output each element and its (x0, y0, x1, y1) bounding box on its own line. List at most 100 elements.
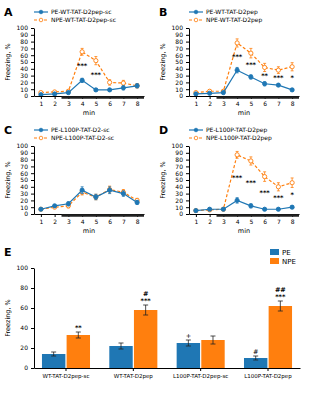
x-axis-tick-mark (55, 96, 56, 99)
y-axis-tick-label: 100 (172, 142, 184, 149)
plot-area (39, 48, 139, 96)
point (221, 207, 225, 211)
y-axis-tick-label: 10 (20, 86, 28, 93)
y-axis-tick-label: 80 (20, 38, 28, 45)
point (108, 187, 112, 191)
y-axis-tick-mark (31, 82, 34, 83)
y-axis-tick-label: 30 (175, 72, 183, 79)
cs-span (217, 214, 300, 217)
legend-label: PE-L100P-TAT-D2pep (206, 126, 268, 134)
y-axis-tick-mark (31, 173, 34, 174)
y-axis-tick-mark (186, 187, 189, 188)
y-axis-tick-mark (31, 194, 34, 195)
point (249, 204, 253, 208)
series (67, 301, 292, 368)
legend-item: PE-WT-TAT-D2pep (189, 8, 258, 16)
plot-area (194, 39, 294, 96)
error-bar (278, 301, 283, 311)
point (80, 188, 84, 192)
y-axis-tick-label: 20 (20, 344, 28, 351)
error-bar (122, 190, 125, 195)
y-axis-tick: 80 (20, 156, 34, 163)
x-axis-tick-mark (41, 96, 42, 99)
error-bar (119, 343, 124, 349)
error-bar (122, 80, 125, 85)
y-axis-tick: 80 (175, 156, 189, 163)
y-axis-line (189, 147, 190, 215)
annotation: *** (91, 71, 102, 79)
panel: 123456780102030405060708090100minCFreezi… (4, 124, 145, 235)
x-axis-tick-label: 7 (122, 218, 126, 225)
y-axis-tick-label: 60 (20, 170, 28, 177)
annotation: ** (261, 72, 268, 80)
x-axis-line (190, 214, 300, 215)
y-axis-tick-label: 70 (20, 163, 28, 170)
point (39, 207, 43, 211)
panel-title: D (159, 124, 168, 137)
y-axis-tick: 20 (20, 79, 34, 86)
y-axis-tick-label: 80 (175, 156, 183, 163)
x-axis-tick-label: 4 (81, 100, 85, 107)
x-axis: 12345678 (35, 214, 145, 225)
x-axis-tick-label: 5 (94, 218, 98, 225)
y-axis-tick-mark (31, 166, 34, 167)
error-bar (236, 39, 239, 47)
error-bar (143, 305, 148, 315)
y-axis-tick-label: 20 (175, 197, 183, 204)
x-axis-tick-mark (196, 214, 197, 217)
x-axis-line (35, 96, 145, 97)
legend-marker (194, 128, 198, 132)
y-axis-tick: 0 (179, 210, 189, 217)
y-axis-tick-label: 0 (179, 210, 183, 217)
legend-item: NPE (270, 258, 296, 266)
error-bar (39, 208, 42, 211)
point (290, 205, 294, 209)
bar (269, 306, 292, 368)
legend-marker (39, 128, 43, 132)
point (135, 84, 139, 88)
y-axis-line (34, 269, 35, 369)
error-bar (277, 183, 280, 191)
y-axis-tick: 0 (24, 92, 34, 99)
x-axis-title: min (238, 227, 250, 235)
point (66, 91, 70, 95)
point (290, 88, 294, 92)
y-axis-tick-label: 30 (20, 72, 28, 79)
point (235, 41, 239, 45)
y-axis-tick-label: 0 (24, 92, 28, 99)
y-axis-tick-label: 20 (20, 79, 28, 86)
point (94, 195, 98, 199)
x-axis-tick-label: WT-TAT-D2pep-sc (43, 373, 90, 380)
y-axis-tick: 30 (20, 72, 34, 79)
x-axis-line (35, 214, 145, 215)
y-axis-tick: 10 (175, 86, 189, 93)
legend-item: NPE-L100P-TAT-D2-sc (34, 134, 114, 141)
y-axis-tick: 90 (175, 31, 189, 38)
x-axis-tick-label: 4 (236, 218, 240, 225)
x-axis-tick-label: 8 (136, 100, 140, 107)
y-axis-tick: 100 (17, 24, 34, 31)
error-bar (291, 63, 294, 71)
x-axis-title: min (238, 109, 250, 117)
point (94, 195, 98, 199)
x-axis-tick: WT-TAT-D2pep-sc (43, 368, 90, 380)
legend-item: NPE-L100P-TAT-D2pep (189, 134, 272, 142)
x-axis-tick-label: 6 (108, 100, 112, 107)
series (39, 78, 139, 96)
error-bar (108, 187, 111, 194)
panel-title: C (4, 124, 12, 137)
panel: 123456780102030405060708090100******minA… (4, 6, 145, 117)
y-axis-tick-mark (186, 214, 189, 215)
x-axis-tick-label: 6 (108, 218, 112, 225)
error-bar (108, 186, 111, 193)
x-axis-tick-mark (41, 214, 42, 217)
y-axis-tick: 70 (175, 45, 189, 52)
y-axis: 0102030405060708090100 (172, 24, 190, 99)
y-axis-tick-label: 80 (20, 284, 28, 291)
x-axis-tick-label: 8 (291, 218, 295, 225)
error-bar (291, 178, 294, 188)
y-axis-tick: 80 (20, 284, 34, 291)
error-bar (108, 80, 111, 85)
x-axis-tick: 2 (208, 214, 212, 225)
point (263, 207, 267, 211)
